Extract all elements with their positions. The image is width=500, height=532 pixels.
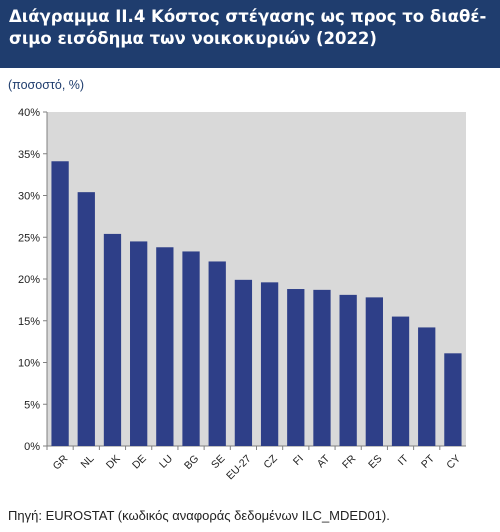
x-tick-label: BG (182, 453, 201, 472)
bar (418, 327, 436, 446)
x-tick-label: FR (340, 452, 359, 471)
y-tick-label: 30% (18, 191, 40, 203)
bar (234, 279, 253, 446)
y-tick-label: 25% (18, 232, 40, 244)
bar (77, 192, 95, 446)
y-tick-label: 20% (18, 274, 40, 286)
x-tick-label: CZ (261, 452, 280, 471)
x-tick-label: ES (366, 453, 384, 471)
x-tick-label: IT (396, 452, 411, 467)
unit-label: (ποσοστό, %) (8, 78, 85, 92)
y-tick-label: 15% (18, 316, 40, 328)
source-note: Πηγή: EUROSTAT (κωδικός αναφοράς δεδομέν… (8, 508, 390, 523)
x-tick-label: CY (444, 453, 463, 472)
x-tick-label: NL (79, 453, 97, 471)
chart-title: Διάγραμμα ΙΙ.4 Κόστος στέγασης ως προς τ… (9, 7, 487, 48)
x-tick-label: AT (315, 452, 333, 470)
chart-header: Διάγραμμα ΙΙ.4 Κόστος στέγασης ως προς τ… (0, 0, 500, 68)
y-tick-label: 40% (18, 107, 40, 119)
bar (260, 282, 279, 446)
bar (339, 294, 357, 446)
bar (103, 233, 122, 446)
bar (208, 261, 226, 446)
x-tick-label: DK (104, 453, 123, 472)
y-tick-label: 0% (24, 441, 40, 453)
y-tick-label: 35% (18, 149, 40, 161)
bar (313, 289, 331, 446)
x-tick-label: LU (157, 453, 175, 471)
bar-chart: 0%5%10%15%20%25%30%35%40%GR NL DK DE LU BG SEE… (18, 107, 466, 483)
x-tick-label: PT (419, 452, 437, 470)
bar (365, 297, 383, 446)
bar (130, 241, 148, 446)
y-tick-label: 5% (24, 399, 40, 411)
bar (51, 161, 69, 446)
bar (156, 247, 174, 446)
bar (287, 289, 305, 446)
bar (391, 316, 410, 446)
x-tick-label: DE (130, 453, 149, 472)
x-tick-label: SE (209, 453, 227, 471)
x-tick-label: FI (291, 453, 306, 468)
x-tick-label: GR (51, 452, 71, 472)
bar (444, 353, 462, 446)
x-tick-label: EU-27 (224, 453, 254, 483)
y-tick-label: 10% (18, 358, 40, 370)
bar (182, 251, 200, 446)
